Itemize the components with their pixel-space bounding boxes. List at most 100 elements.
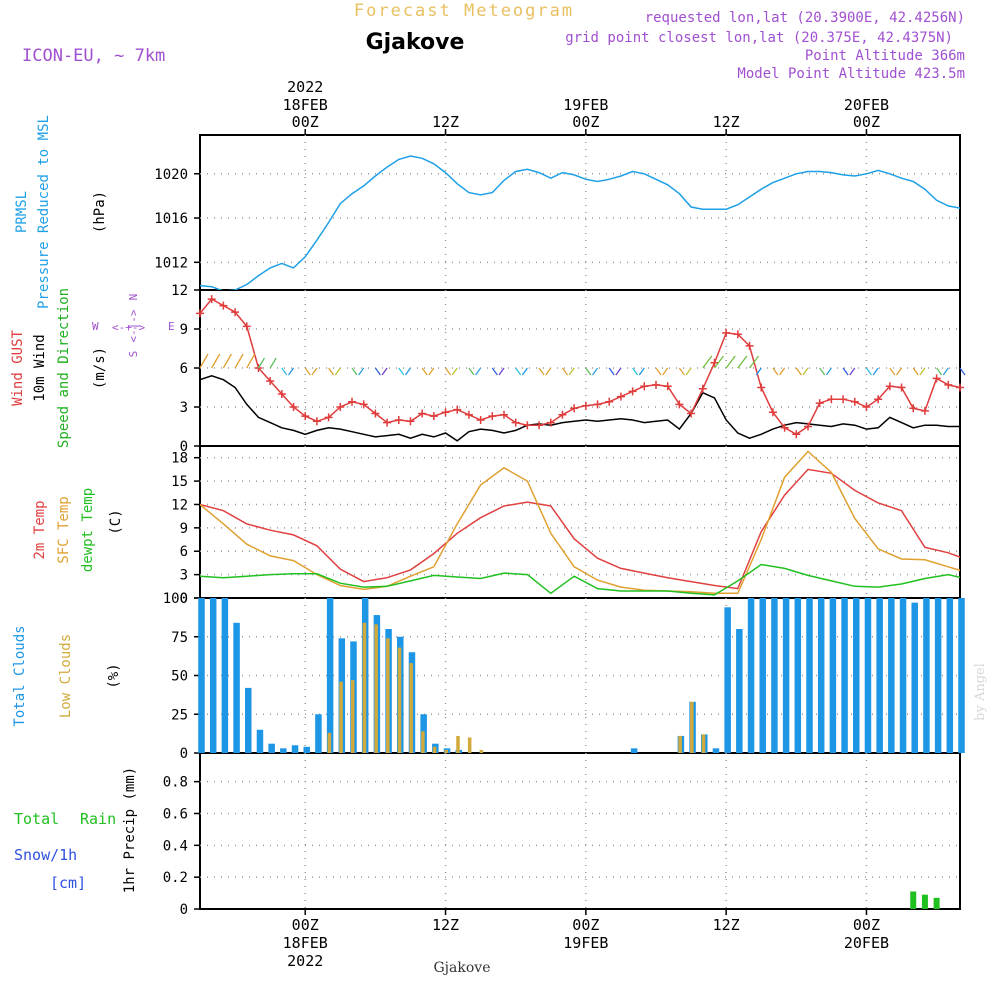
top-axis-label: 00Z [292,113,319,131]
model-altitude: Model Point Altitude 423.5m [737,66,965,82]
compass-south: S [127,351,140,358]
wind-speed-line [200,375,960,442]
wind-direction-arrow [351,367,358,376]
y-tick-label: 1012 [154,255,188,271]
wind-direction-arrow [445,367,452,376]
gust-marker [733,330,742,339]
total-cloud-bar [806,598,813,753]
wind-direction-arrow [919,367,926,376]
svg-text:<-+->: <-+-> [112,321,145,334]
wind-direction-arrow [515,367,522,376]
temp-unit-label: (C) [108,509,124,534]
gust-marker [324,413,333,422]
total-cloud-bar [841,598,848,753]
y-tick-label: 6 [180,361,188,377]
y-tick-label: 50 [171,669,188,685]
wind-direction-arrow [468,367,475,376]
gust-marker [464,410,473,419]
gust-marker [242,322,251,331]
wind-direction-arrow [561,367,568,376]
bottom-axis-label: 00Z [292,916,319,934]
y-tick-label: 9 [180,521,188,537]
gust-marker [371,409,380,418]
wind-labels: Wind GUST 10m Wind Speed and Direction (… [10,288,175,448]
panel-frame [199,289,961,447]
y-tick-label: 18 [171,451,188,467]
total-cloud-bar [934,598,942,753]
gust-marker [570,404,579,413]
gust-marker [511,418,520,427]
wind-direction-arrow [662,367,669,376]
total-cloud-bar [771,598,778,753]
low-cloud-bar [467,737,472,753]
y-tick-label: 0.4 [163,838,188,854]
y-tick-label: 12 [171,283,188,299]
compass-north: N [127,294,140,301]
low-cloud-bar [386,638,390,753]
rain-bar [933,897,940,909]
wind-direction-arrow [199,353,209,369]
top-axis-year: 2022 [287,78,323,96]
y-tick-label: 0.6 [163,806,188,822]
bottom-axis-label: 00Z [572,916,599,934]
temp-dew-label: dewpt Temp [80,488,96,572]
wind-direction-arrow [281,367,288,376]
gust-marker [336,403,345,411]
wind-gust-line [200,298,960,436]
gust-marker [850,397,859,406]
wind-direction-arrow [912,367,919,376]
requested-coords: requested lon,lat (20.3900E, 42.4256N) [645,10,965,26]
wind-direction-arrow [421,367,428,376]
wind-direction-arrow [825,367,832,376]
gust-marker [406,417,415,426]
compass-icon: N S W E <-+-> <-|-> [92,294,175,358]
total-cloud-bar [198,598,205,753]
top-axis-label: 12Z [432,113,459,131]
gust-marker [616,392,625,401]
gust-marker [885,382,894,391]
wind-direction-arrow [358,367,365,376]
wind-direction-arrow [702,355,713,369]
panel-frame [199,134,961,291]
wind-direction-arrow [568,367,575,376]
temp-sfc-label: SFC Temp [56,496,72,563]
gust-marker [558,410,567,419]
wind-direction-arrow [936,367,943,376]
wind-direction-arrow [802,367,809,376]
gust-marker [780,423,789,432]
gust-marker [768,408,777,417]
total-cloud-bar [923,598,930,753]
wind-direction-arrow [819,367,826,376]
gust-marker [628,387,637,396]
temp-labels: 2m Temp SFC Temp dewpt Temp (C) [32,488,124,572]
wind-direction-arrow [246,353,256,369]
gust-marker [383,418,392,427]
wind-direction-arrow [896,367,903,376]
pressure-line [200,155,960,290]
wind-direction-arrow [655,367,662,376]
gust-marker [956,383,964,392]
gust-marker [698,384,707,393]
total-cloud-bar [782,598,790,753]
compass-east: E [168,320,175,333]
pressure-labels: PRMSL Pressure Reduced to MSL (hPa) [14,115,108,309]
low-cloud-bar [421,731,425,753]
precip-unit-label: 1hr Precip (mm) [122,767,138,893]
low-cloud-bar [432,746,437,753]
gust-marker [359,400,368,409]
temp-2m-label: 2m Temp [32,500,48,559]
wind-direction-arrow [749,355,760,369]
gust-marker [196,309,204,318]
total-cloud-bar [958,598,965,753]
gust-marker [944,380,953,389]
y-tick-label: 0 [180,746,188,762]
cloud-unit-label: (%) [106,663,122,688]
y-tick-label: 0.2 [163,870,188,886]
y-tick-label: 15 [171,474,188,490]
wind-direction-arrow [334,367,341,376]
total-cloud-bar [724,607,731,753]
low-cloud-bar [456,735,460,753]
total-cloud-bar [315,714,322,753]
wind-direction-arrow [772,367,779,376]
total-cloud-bar [712,748,720,753]
